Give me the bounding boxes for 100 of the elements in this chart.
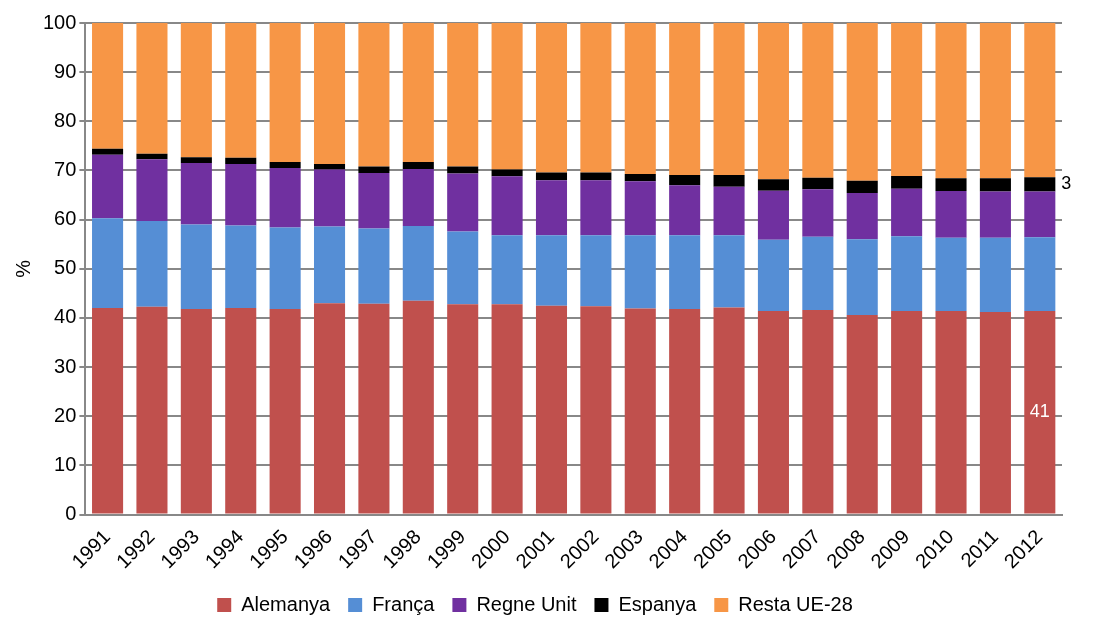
bar [491,235,523,305]
bar [713,23,745,175]
bar [757,190,789,240]
bar [269,227,301,310]
bar [624,23,656,174]
y-tick-label: 50 [54,256,77,279]
data-label: 3 [1061,173,1072,194]
bar [802,310,834,514]
bar [891,175,923,189]
bar [624,173,656,182]
bar [92,154,124,219]
bar [491,304,523,514]
bar [669,23,701,175]
bar [713,235,745,308]
bar [846,239,878,315]
bar [624,181,656,236]
bar [136,23,168,154]
bar [491,176,523,236]
bar [891,311,923,514]
bar [225,164,257,226]
bar [402,23,434,163]
bar [269,168,301,228]
bar [358,172,390,229]
bar [180,309,212,514]
bar [136,159,168,222]
legend-label: Resta UE-28 [738,592,853,615]
bar [1024,191,1056,238]
bar [358,23,390,167]
bar [358,166,390,173]
bar [358,228,390,304]
bar [757,239,789,312]
data-label: 41 [1029,401,1050,422]
bar [92,148,124,155]
bar [225,225,257,309]
bar [535,305,568,514]
bar [269,23,301,163]
bar [979,178,1011,192]
bar [713,307,745,514]
y-tick-label: 0 [65,502,77,525]
bar [757,179,789,191]
bar [225,308,257,514]
bar [1024,23,1056,178]
bar [92,23,124,149]
bar [447,304,479,514]
legend-label: Espanya [618,592,698,615]
bar [935,178,967,192]
bar [180,157,212,164]
bar [846,180,878,194]
bar [669,309,701,514]
bar [180,23,212,158]
bar [136,153,168,160]
y-tick-label: 100 [42,10,77,33]
bar [669,185,701,236]
bar [1024,237,1056,312]
bar [402,162,434,169]
bar [92,308,124,514]
bar [757,23,789,180]
bar [535,23,568,173]
bar [535,235,568,306]
bar [136,306,168,514]
bar [580,23,612,173]
y-tick-label: 20 [54,403,77,426]
bar [313,226,346,304]
bar [891,188,923,237]
bar [447,173,479,232]
y-axis-title: % [11,259,34,278]
bar [979,23,1011,179]
bar [1024,311,1056,514]
bar [447,23,479,167]
bar [891,23,923,176]
y-tick-label: 70 [54,157,77,180]
bar [802,23,834,178]
bar [846,193,878,240]
bar [402,169,434,227]
legend-label: Alemanya [241,592,332,615]
bar [935,23,967,179]
bar [846,314,878,514]
bar [669,174,701,186]
bar [580,172,612,181]
bar [225,157,257,165]
bar [225,23,257,158]
bar [313,169,346,227]
bar [713,174,745,187]
bar [92,218,124,309]
bar [935,311,967,514]
bar [402,226,434,301]
bar [535,180,568,236]
bar [313,303,346,514]
bar [447,231,479,305]
bar [802,236,834,311]
bar [846,23,878,181]
bar [358,303,390,514]
bar [136,221,168,307]
bar [935,237,967,312]
bar [580,180,612,236]
bar [1024,177,1056,192]
bar [669,235,701,310]
bar [979,312,1011,514]
bar [713,186,745,236]
bar [802,177,834,190]
